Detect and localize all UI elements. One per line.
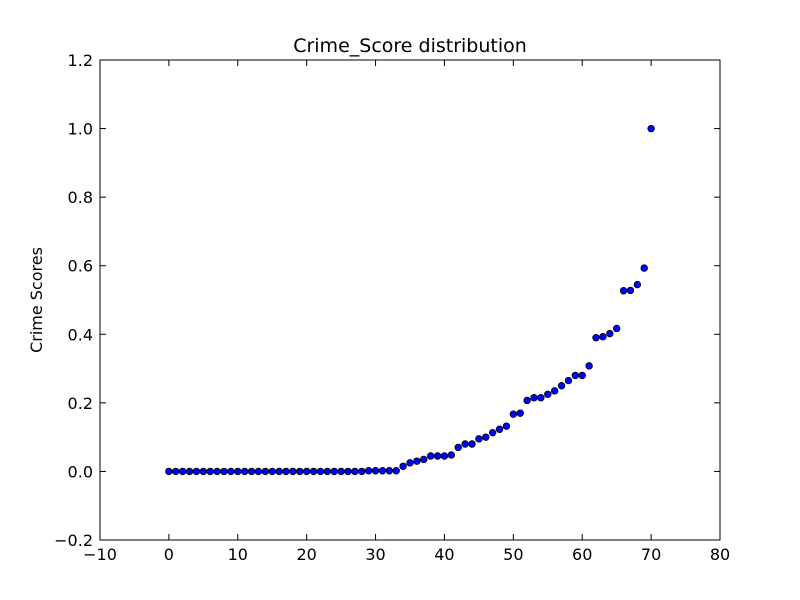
x-tick-label: 20 — [296, 545, 316, 564]
y-tick-label: 0.2 — [68, 394, 93, 413]
data-point — [165, 467, 173, 476]
axis-ticks: −10 0 10 20 30 40 50 60 70 80 −0.2 0.0 0.2 0.4 0.6 0.8 1… — [54, 51, 730, 564]
data-point — [495, 425, 504, 433]
data-point — [585, 362, 593, 370]
data-point — [447, 451, 456, 459]
data-point — [206, 467, 214, 476]
data-point — [240, 467, 249, 476]
data-point — [296, 467, 304, 476]
data-point — [619, 287, 628, 295]
data-point — [371, 467, 380, 475]
x-tick-label: 60 — [572, 545, 592, 564]
data-point — [344, 467, 352, 476]
data-point — [516, 409, 524, 417]
data-point — [220, 467, 228, 476]
data-point — [178, 467, 187, 476]
data-point — [234, 467, 242, 476]
data-point — [578, 371, 586, 380]
data-point — [330, 467, 338, 476]
data-point — [488, 428, 497, 437]
data-point — [358, 467, 366, 476]
x-tick-label: 40 — [434, 545, 454, 564]
data-points — [165, 124, 655, 476]
data-point — [612, 324, 621, 333]
data-point — [482, 433, 490, 441]
x-tick-label: 80 — [710, 545, 730, 564]
data-point — [640, 264, 648, 272]
data-point — [420, 455, 428, 464]
data-point — [633, 280, 642, 289]
data-point — [213, 467, 221, 476]
data-point — [289, 467, 297, 476]
data-point — [544, 390, 552, 398]
data-point — [647, 124, 655, 133]
y-tick-label: 0.8 — [68, 188, 93, 207]
x-tick-label: 0 — [164, 545, 174, 564]
data-point — [626, 286, 635, 295]
y-tick-label: 1.2 — [68, 51, 93, 70]
y-tick-label: 0.4 — [68, 325, 93, 344]
data-point — [530, 394, 538, 402]
x-tick-label: 70 — [641, 545, 661, 564]
data-point — [254, 467, 263, 476]
x-tick-label: 30 — [365, 545, 385, 564]
data-point — [550, 387, 559, 395]
data-point — [227, 467, 235, 476]
data-point — [268, 467, 276, 476]
x-tick-label: 10 — [228, 545, 248, 564]
data-point — [557, 382, 566, 390]
data-point — [172, 467, 180, 476]
data-point — [454, 443, 462, 452]
data-point — [433, 452, 442, 460]
data-point — [385, 467, 394, 475]
plot-area — [100, 60, 720, 540]
data-point — [323, 467, 332, 476]
data-point — [337, 467, 345, 476]
data-point — [261, 467, 270, 476]
data-point — [302, 467, 311, 476]
data-point — [399, 462, 407, 470]
data-point — [364, 467, 373, 475]
data-point — [592, 334, 600, 342]
data-point — [461, 440, 469, 448]
data-point — [599, 332, 607, 341]
data-point — [475, 435, 483, 443]
data-point — [309, 467, 318, 476]
data-point — [199, 467, 208, 476]
data-point — [502, 422, 511, 430]
data-point — [413, 457, 421, 465]
data-point — [392, 467, 400, 475]
data-point — [247, 467, 256, 476]
data-point — [564, 376, 573, 385]
data-point — [426, 452, 435, 460]
y-tick-label: −0.2 — [54, 531, 93, 550]
data-point — [406, 459, 414, 467]
chart-title: Crime_Score distribution — [293, 35, 527, 57]
data-point — [282, 467, 290, 476]
y-axis-title: Crime Scores — [27, 247, 46, 353]
y-tick-label: 0.6 — [68, 257, 93, 276]
data-point — [509, 410, 518, 418]
y-tick-label: 1.0 — [68, 120, 93, 139]
data-point — [537, 394, 545, 402]
data-point — [351, 467, 359, 476]
data-point — [185, 467, 194, 476]
x-tick-label: −10 — [83, 545, 117, 564]
data-point — [523, 396, 531, 405]
plot-frame — [99, 59, 721, 541]
data-point — [275, 467, 283, 476]
data-point — [571, 371, 580, 380]
data-point — [192, 467, 201, 476]
data-point — [316, 467, 325, 476]
x-tick-label: 50 — [503, 545, 523, 564]
y-tick-label: 0.0 — [68, 462, 93, 481]
data-point — [440, 452, 449, 460]
data-point — [378, 467, 387, 475]
data-point — [606, 329, 614, 338]
data-point — [468, 440, 476, 448]
